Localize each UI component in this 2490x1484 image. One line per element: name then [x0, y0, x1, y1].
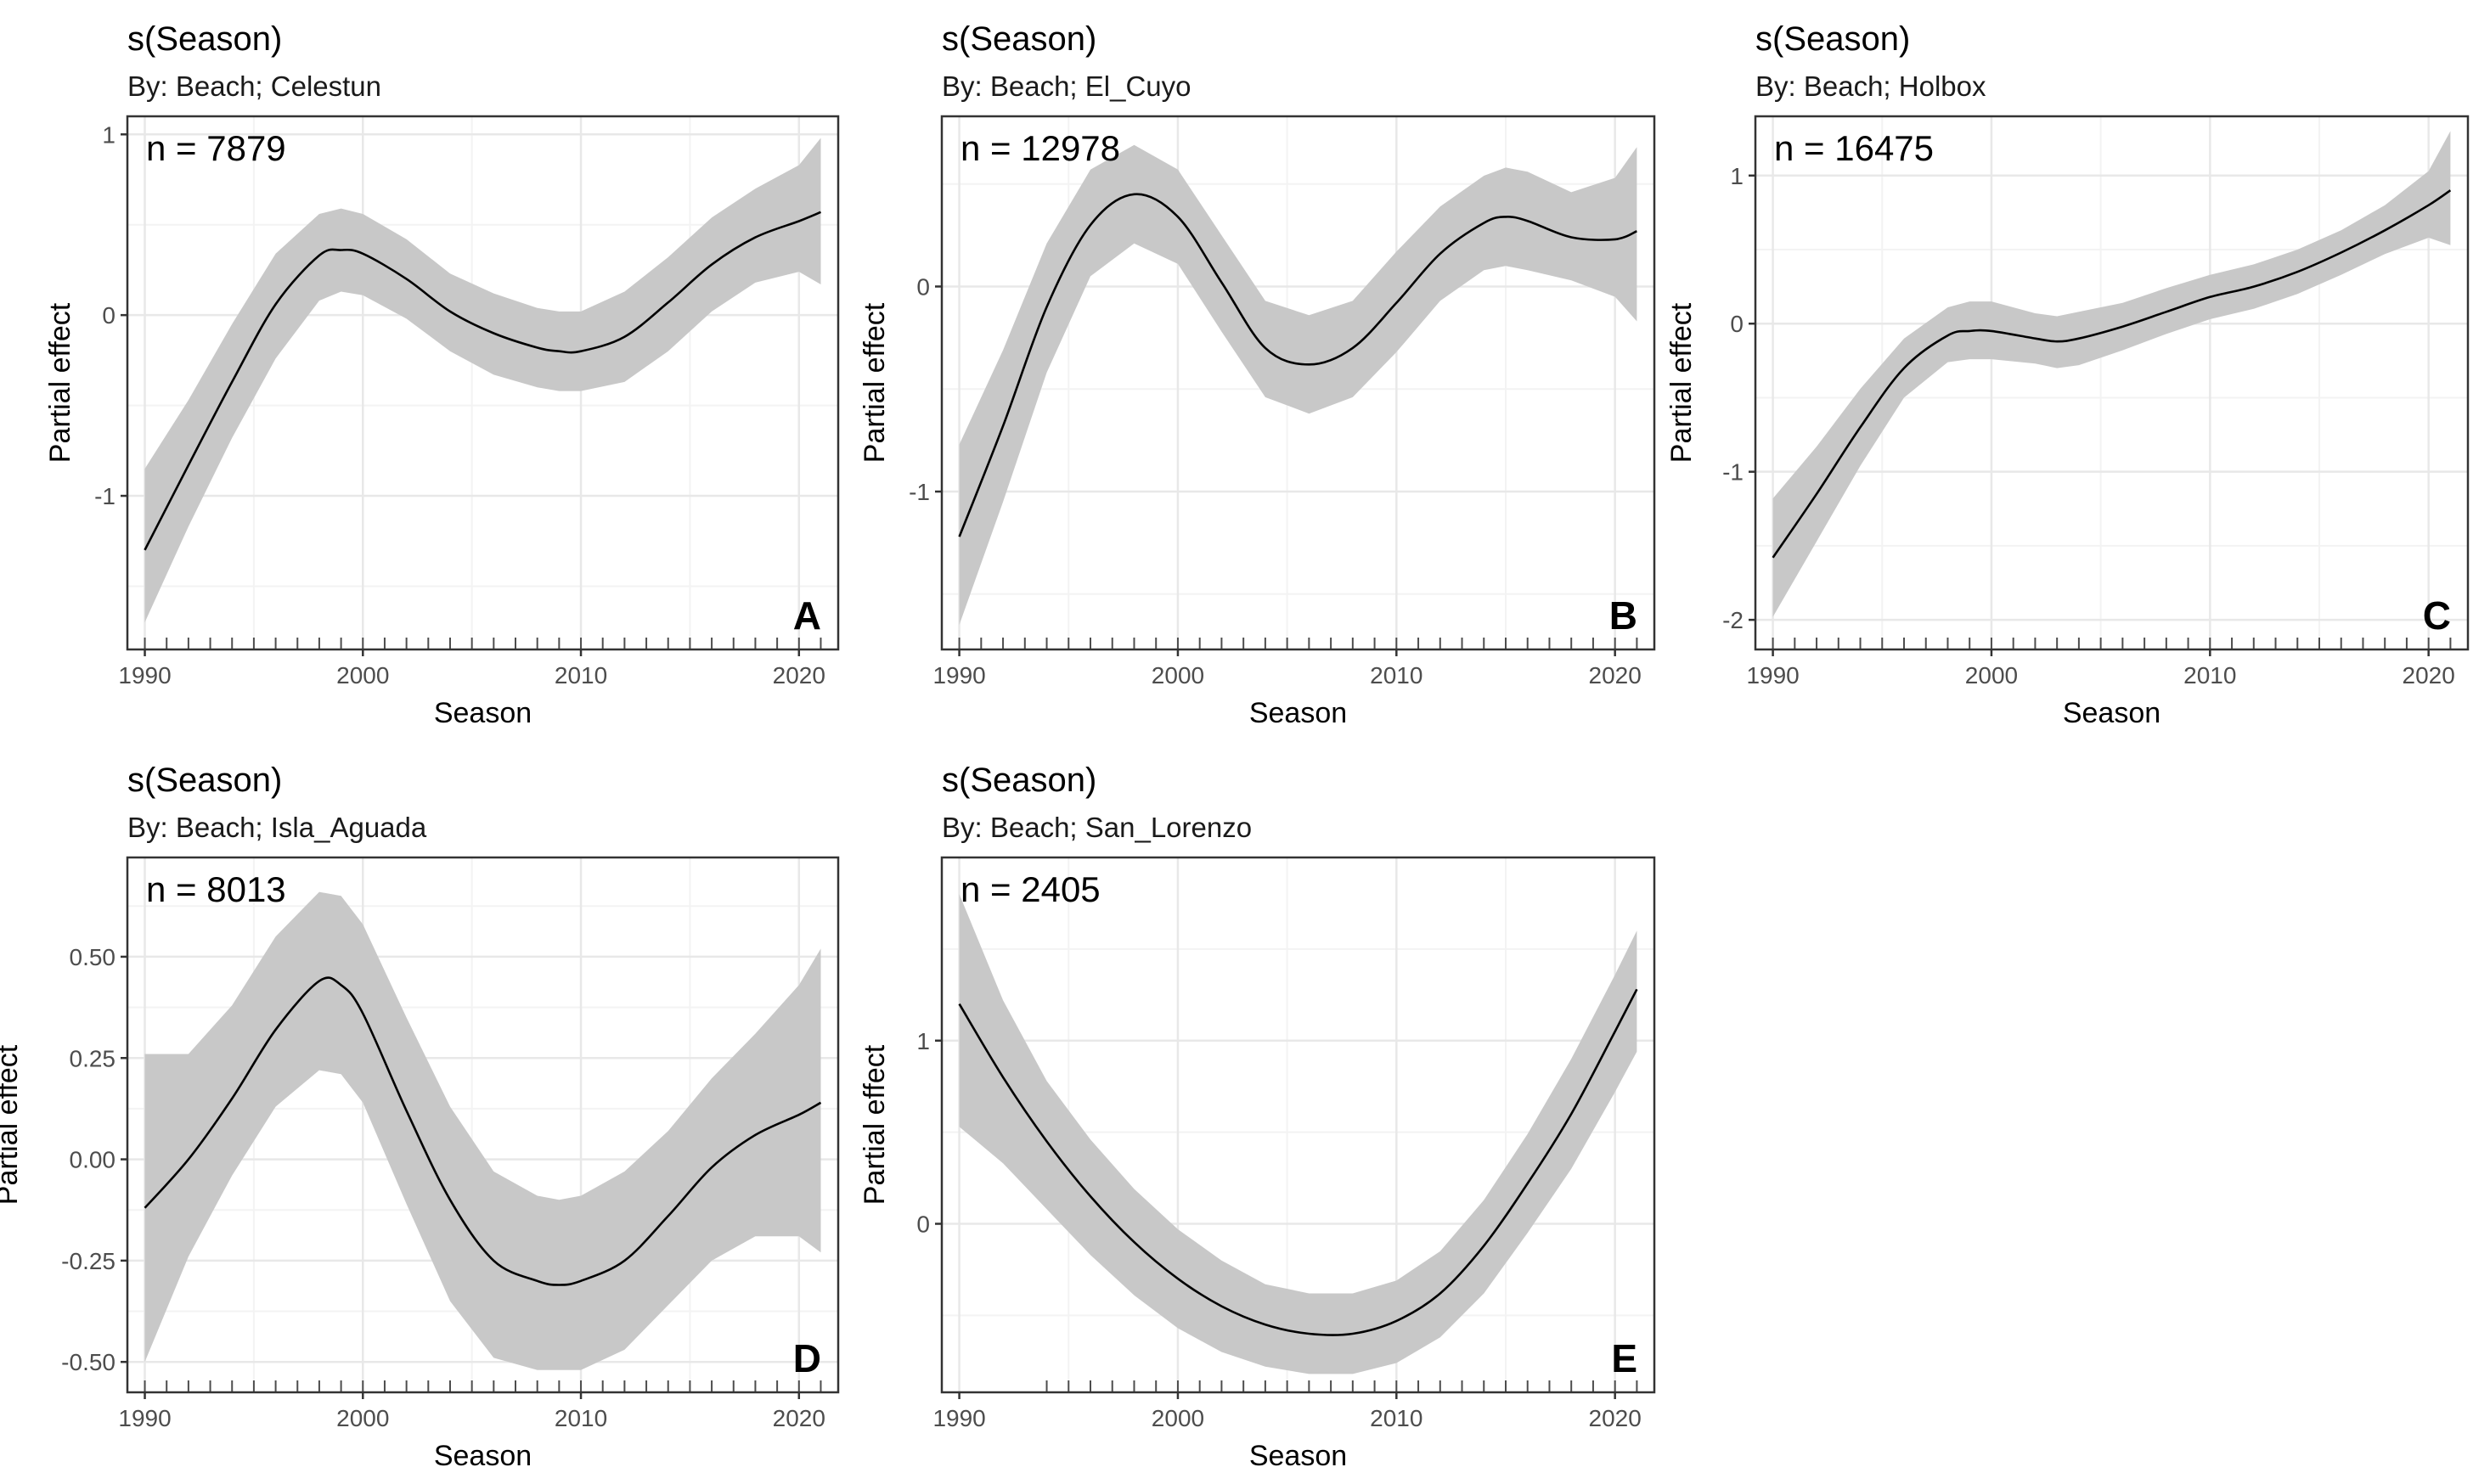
y-axis-title: Partial effect: [1665, 302, 1698, 463]
y-axis-title: Partial effect: [859, 302, 891, 463]
x-tick-label: 2000: [1152, 662, 1204, 689]
panel-border: [1754, 115, 2470, 651]
plot-area: [144, 891, 822, 1391]
plot-background: [1755, 116, 2468, 649]
chart-title: s(Season): [127, 20, 282, 58]
panel-border: [126, 856, 840, 1394]
x-tick-label: 2020: [773, 662, 825, 689]
y-tick-label: -1: [94, 483, 115, 509]
plot-area: [1772, 131, 2452, 649]
panel-border: [940, 115, 1656, 651]
panel-border: [126, 115, 840, 651]
panel-letter: D: [793, 1336, 821, 1380]
chart-subtitle: By: Beach; Isla_Aguada: [127, 812, 427, 843]
chart-panel-b: 1990 2000 2010 2020 -1 0 s(Season) By: Beach; E…: [859, 20, 1656, 729]
smooth-line: [958, 193, 1637, 537]
y-tick-label: 0: [1730, 311, 1744, 337]
y-tick-label: 0: [102, 302, 115, 329]
y-tick-label: 0: [916, 273, 930, 300]
panel-letter: E: [1611, 1336, 1637, 1380]
x-tick-label: 1990: [118, 1405, 171, 1431]
y-tick-label: 1: [916, 1028, 930, 1054]
x-tick-label: 1990: [1746, 662, 1799, 689]
chart-subtitle: By: Beach; Holbox: [1755, 70, 1986, 102]
chart-subtitle: By: Beach; San_Lorenzo: [942, 812, 1252, 843]
y-tick-label: -0.25: [61, 1248, 115, 1274]
sample-size-annotation: n = 16475: [1774, 128, 1934, 168]
sample-size-annotation: n = 12978: [961, 128, 1120, 168]
y-tick-label: 0.25: [70, 1045, 116, 1071]
x-tick-label: 2000: [1965, 662, 2018, 689]
x-axis-title: Season: [1249, 1440, 1347, 1472]
y-tick-label: 1: [1730, 163, 1744, 189]
y-axis-title: Partial effect: [859, 1044, 891, 1205]
x-axis-title: Season: [434, 1440, 532, 1472]
smooth-line: [1772, 189, 2452, 559]
y-tick-label: 0.00: [70, 1147, 116, 1173]
confidence-band: [1772, 131, 2451, 617]
x-tick-label: 1990: [932, 662, 985, 689]
y-tick-label: 0.50: [70, 944, 116, 970]
gridlines: [942, 116, 1654, 649]
x-axis-title: Season: [434, 697, 532, 729]
y-tick-label: 1: [102, 121, 115, 148]
sample-size-annotation: n = 2405: [961, 869, 1101, 909]
smooth-line: [144, 211, 822, 551]
x-tick-label: 1990: [932, 1405, 985, 1431]
chart-subtitle: By: Beach; El_Cuyo: [942, 70, 1191, 102]
confidence-band: [959, 894, 1637, 1374]
x-tick-label: 2010: [555, 1405, 607, 1431]
y-tick-label: 0: [916, 1211, 930, 1238]
panel-letter: C: [2423, 593, 2451, 638]
sample-size-annotation: n = 8013: [146, 869, 286, 909]
plot-area: [144, 138, 822, 649]
confidence-band: [144, 891, 821, 1370]
x-tick-label: 2020: [773, 1405, 825, 1431]
x-axis-title: Season: [1249, 697, 1347, 729]
chart-panel-e: 1990 2000 2010 2020 0 1 s(Season) By: Beach; Sa…: [859, 762, 1656, 1472]
chart-panel-a: 1990 2000 2010 2020 -1 0 1 s(Season) By: Beach; …: [44, 20, 840, 729]
x-tick-label: 2020: [1589, 662, 1642, 689]
sample-size-annotation: n = 7879: [146, 128, 286, 168]
chart-panel-d: 1990 2000 2010 2020 -0.50 -0.25 0.00 0.25 0.50 s(…: [0, 762, 840, 1472]
x-tick-label: 1990: [118, 662, 171, 689]
gridlines: [127, 116, 838, 649]
chart-title: s(Season): [1755, 20, 1910, 58]
x-tick-label: 2010: [555, 662, 607, 689]
chart-subtitle: By: Beach; Celestun: [127, 70, 381, 102]
y-tick-label: -1: [1722, 459, 1744, 486]
confidence-band: [959, 144, 1637, 626]
plot-area: [958, 144, 1638, 649]
y-tick-label: -1: [909, 479, 930, 505]
x-tick-label: 2010: [1370, 1405, 1422, 1431]
x-tick-label: 2010: [2183, 662, 2236, 689]
smooth-line: [144, 976, 822, 1286]
chart-title: s(Season): [127, 762, 282, 799]
chart-title: s(Season): [942, 20, 1096, 58]
x-tick-label: 2000: [336, 662, 389, 689]
panel-letter: A: [793, 593, 821, 638]
y-axis-title: Partial effect: [0, 1044, 24, 1205]
x-tick-label: 2020: [2403, 662, 2455, 689]
panel-letter: B: [1609, 593, 1637, 638]
y-axis-title: Partial effect: [44, 302, 76, 463]
chart-title: s(Season): [942, 762, 1096, 799]
x-tick-label: 2000: [1152, 1405, 1204, 1431]
panel-border: [940, 856, 1656, 1394]
plot-area: [958, 894, 1638, 1391]
y-tick-label: -2: [1722, 607, 1744, 633]
chart-panel-c: 1990 2000 2010 2020 -2 -1 0 1 s(Season) By: Beach…: [1665, 20, 2470, 729]
x-tick-label: 2020: [1589, 1405, 1642, 1431]
x-tick-label: 2000: [336, 1405, 389, 1431]
x-tick-label: 2010: [1370, 662, 1422, 689]
x-axis-title: Season: [2063, 697, 2160, 729]
smooth-line: [958, 988, 1638, 1336]
y-tick-label: -0.50: [61, 1349, 115, 1375]
